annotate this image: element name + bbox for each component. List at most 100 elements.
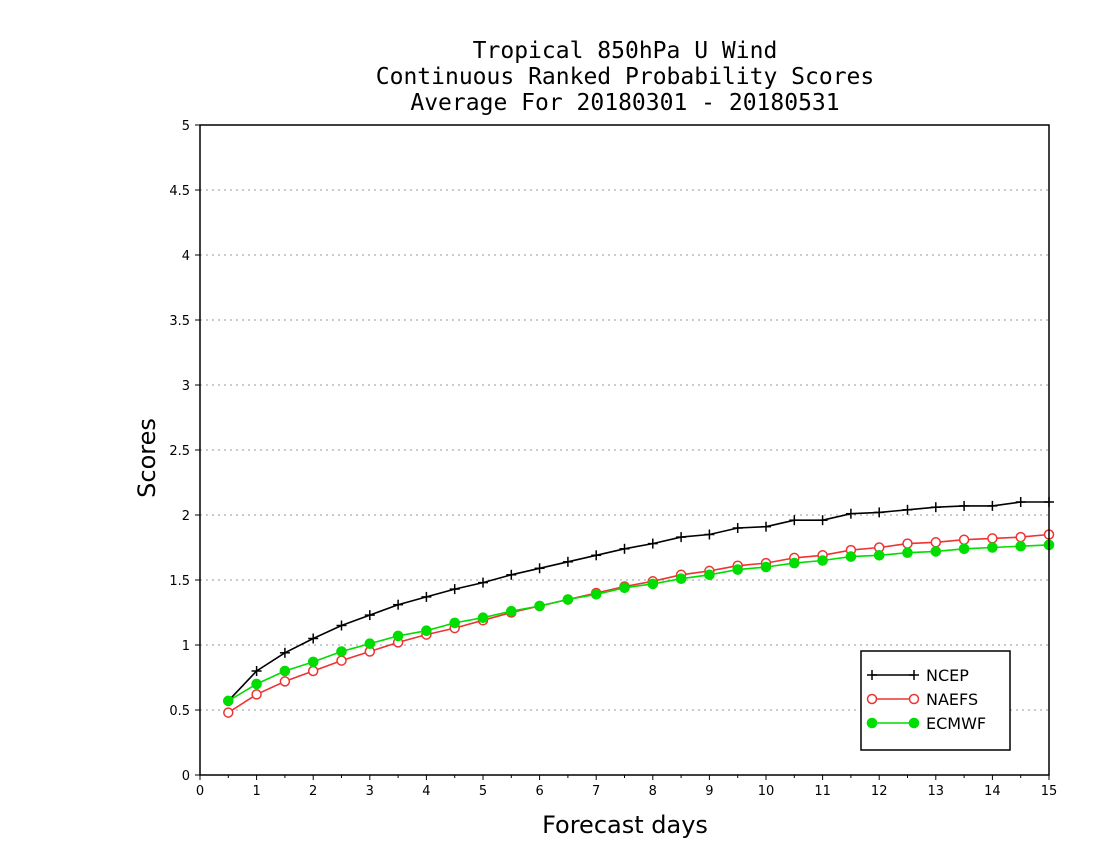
data-point-ncep — [987, 500, 998, 511]
legend-item-naefs: NAEFS — [866, 690, 978, 709]
y-tick-label: 2 — [182, 509, 190, 524]
data-point-naefs — [930, 537, 942, 548]
data-point-ecmwf — [987, 542, 998, 553]
legend: NCEP NAEFS ECMWF — [860, 650, 1011, 751]
data-point-naefs — [1015, 531, 1026, 543]
data-point-ncep — [647, 538, 658, 549]
chart-title: Tropical 850hPa U Wind — [473, 38, 778, 64]
data-point-ncep — [789, 515, 800, 526]
data-point-ecmwf — [845, 551, 857, 562]
data-point-ncep — [732, 523, 743, 533]
data-point-ecmwf — [562, 594, 574, 605]
data-point-ecmwf — [449, 617, 461, 629]
data-point-ncep — [364, 610, 375, 621]
y-tick-label: 0.5 — [169, 704, 190, 719]
data-point-ncep — [449, 584, 460, 595]
data-point-ncep — [874, 507, 885, 518]
data-point-ncep — [393, 599, 404, 610]
legend-marker — [867, 670, 877, 680]
y-tick-label: 1 — [182, 639, 190, 654]
data-point-ncep — [619, 543, 630, 554]
data-point-ecmwf — [958, 543, 970, 555]
x-tick-label: 12 — [871, 784, 888, 799]
data-point-ncep — [845, 508, 856, 519]
data-point-naefs — [307, 665, 319, 677]
data-point-ecmwf — [873, 550, 885, 561]
data-point-ecmwf — [534, 600, 545, 612]
data-point-ecmwf — [789, 557, 800, 569]
data-point-ecmwf — [619, 582, 630, 594]
data-point-ncep — [478, 577, 488, 588]
data-point-ecmwf — [590, 589, 602, 600]
data-point-ecmwf — [421, 625, 432, 637]
x-tick-label: 1 — [252, 784, 260, 799]
data-point-ecmwf — [760, 561, 772, 573]
x-tick-label: 7 — [592, 784, 600, 799]
axis-layer: 00.511.522.533.544.550 1 2 3 4 5 6 7 8 9 10 11 12 13 1… — [169, 119, 1057, 799]
data-point-ncep — [279, 647, 290, 658]
data-point-ncep — [761, 521, 771, 532]
x-tick-label: 4 — [422, 784, 430, 799]
x-tick-label: 8 — [649, 784, 657, 799]
data-point-ecmwf — [506, 605, 517, 617]
y-tick-label: 5 — [182, 119, 190, 134]
data-point-naefs — [902, 538, 913, 549]
data-point-ecmwf — [817, 555, 828, 566]
y-tick-label: 4.5 — [169, 184, 190, 199]
data-point-naefs — [279, 676, 291, 687]
data-point-ecmwf — [930, 546, 942, 557]
data-point-ecmwf — [647, 578, 659, 590]
x-tick-label: 15 — [1041, 784, 1058, 799]
legend-marker — [866, 693, 878, 705]
plot-frame — [199, 124, 1050, 776]
data-point-ncep — [562, 556, 573, 567]
series-ecmwf — [223, 539, 1055, 707]
x-tick-label: 3 — [366, 784, 374, 799]
y-axis-label: Scores — [133, 418, 161, 498]
legend-label: ECMWF — [926, 714, 986, 733]
data-point-ecmwf — [364, 638, 376, 650]
x-tick-label: 13 — [928, 784, 945, 799]
data-point-ncep — [336, 620, 347, 631]
legend-marker — [908, 717, 920, 729]
x-tick-label: 0 — [196, 784, 204, 799]
series-layer — [223, 497, 1055, 718]
data-point-naefs — [987, 533, 998, 544]
legend-item-ncep: NCEP — [867, 666, 969, 685]
legend-marker — [909, 670, 919, 680]
data-point-ecmwf — [336, 646, 347, 657]
data-point-ncep — [421, 591, 432, 602]
data-point-naefs — [251, 689, 262, 700]
data-point-ncep — [704, 529, 715, 540]
data-point-ncep — [817, 515, 828, 526]
legend-marker — [866, 717, 878, 729]
x-tick-label: 6 — [535, 784, 543, 799]
y-tick-label: 4 — [182, 249, 190, 264]
x-tick-label: 5 — [479, 784, 487, 799]
legend-label: NAEFS — [926, 690, 978, 709]
y-tick-label: 0 — [182, 769, 190, 784]
data-point-ecmwf — [223, 695, 234, 707]
data-point-ncep — [1015, 497, 1026, 507]
data-point-ecmwf — [392, 630, 404, 642]
legend-marker — [908, 693, 920, 705]
x-tick-label: 2 — [309, 784, 317, 799]
series-ncep — [223, 497, 1054, 706]
y-tick-label: 2.5 — [169, 444, 190, 459]
data-point-ecmwf — [477, 612, 489, 624]
legend-box — [860, 650, 1011, 751]
y-tick-label: 3.5 — [169, 314, 190, 329]
data-point-naefs — [336, 655, 347, 666]
data-point-ncep — [506, 569, 517, 580]
data-point-naefs — [958, 534, 970, 545]
data-point-ncep — [534, 563, 545, 574]
legend-item-ecmwf: ECMWF — [866, 714, 986, 733]
data-point-ncep — [930, 502, 941, 513]
y-tick-label: 1.5 — [169, 574, 190, 589]
data-point-ncep — [959, 500, 970, 511]
data-point-ncep — [676, 532, 687, 543]
data-point-ncep — [251, 666, 262, 676]
chart-title-block: Tropical 850hPa U Wind Continuous Ranked… — [376, 38, 875, 116]
data-point-ncep — [308, 633, 319, 644]
